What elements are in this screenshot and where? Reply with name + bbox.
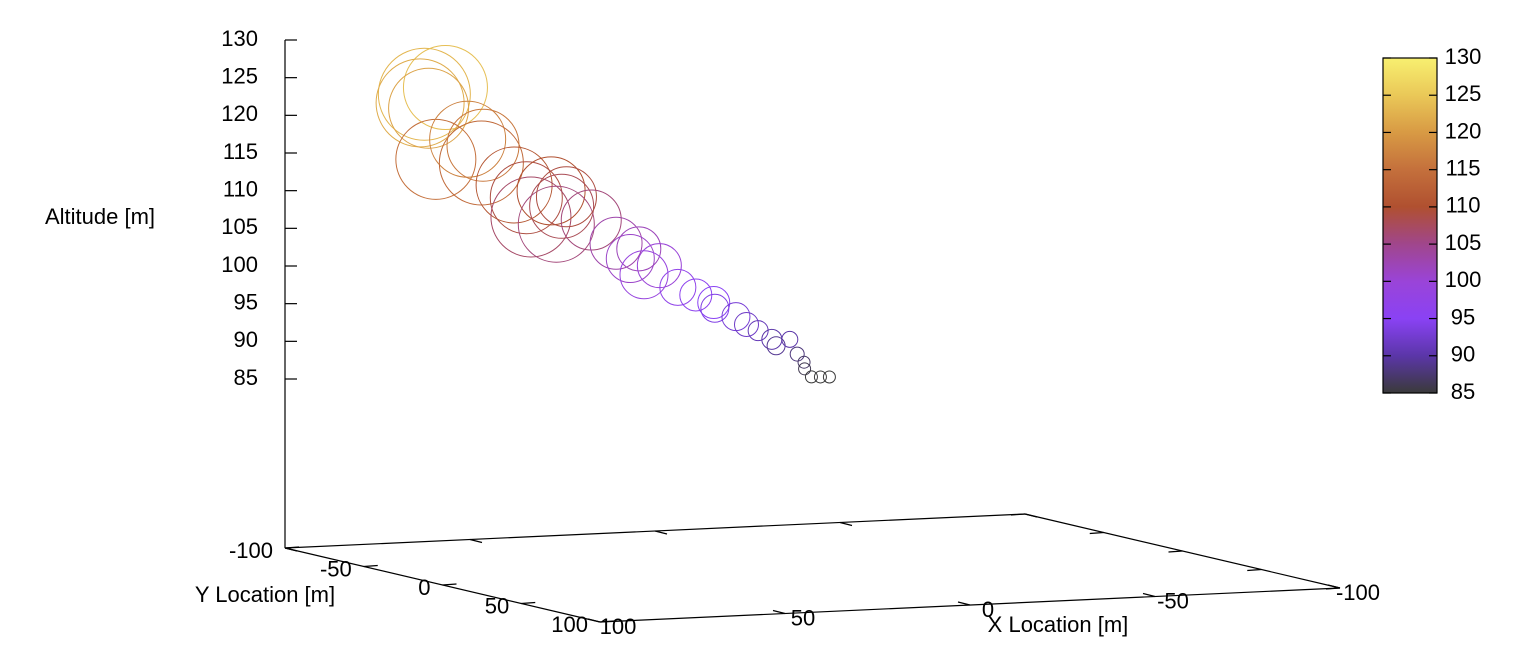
z-axis-label: Altitude [m]	[45, 204, 155, 229]
z-tick-label: 115	[223, 139, 258, 164]
point	[813, 370, 827, 384]
x-tick	[469, 538, 483, 544]
colorbar-tick-label: 85	[1451, 379, 1475, 404]
point	[535, 166, 597, 228]
x-tick-label: -100	[1336, 580, 1380, 605]
z-tick-label: 120	[221, 101, 258, 126]
point	[798, 362, 812, 376]
point	[475, 146, 553, 224]
point	[697, 286, 731, 320]
point	[616, 226, 662, 272]
colorbar-tick-label: 115	[1445, 155, 1480, 180]
x-tick-label: 50	[791, 605, 815, 630]
y-tick-label: 50	[485, 593, 509, 618]
point	[781, 330, 799, 348]
point	[375, 58, 465, 148]
y-axis-label: Y Location [m]	[195, 582, 335, 607]
point	[605, 234, 655, 284]
x-tick	[1024, 513, 1038, 518]
point	[659, 268, 697, 306]
point	[560, 189, 622, 251]
y-tick-label: -100	[229, 538, 273, 563]
z-tick-label: 90	[234, 327, 258, 352]
y-tick-label: 100	[551, 612, 588, 637]
point	[797, 355, 811, 369]
point	[766, 336, 786, 356]
x-tick	[654, 530, 668, 535]
point	[761, 328, 783, 350]
y-tick-label: 0	[418, 575, 430, 600]
x-tick	[839, 521, 853, 527]
point	[589, 216, 643, 270]
point	[619, 250, 669, 300]
point	[388, 67, 470, 149]
colorbar-tick-label: 120	[1445, 118, 1482, 143]
colorbar-tick-label: 95	[1451, 304, 1475, 329]
y-tick-label: -50	[320, 556, 352, 581]
z-tick-label: 105	[221, 214, 258, 239]
point	[700, 293, 730, 323]
y-tick	[284, 546, 300, 549]
point	[446, 108, 520, 182]
point	[490, 176, 572, 258]
x-tick	[957, 601, 971, 606]
colorbar-tick-label: 90	[1451, 342, 1475, 367]
x-tick-label: 100	[600, 614, 637, 639]
y-tick	[1010, 513, 1026, 516]
x-tick	[1327, 584, 1341, 589]
x-tick	[587, 618, 601, 623]
colorbar-tick-label: 130	[1445, 44, 1482, 69]
point	[822, 370, 836, 384]
point	[747, 320, 769, 342]
z-tick-label: 85	[234, 365, 258, 390]
z-tick-label: 110	[223, 176, 258, 201]
y-tick	[1089, 531, 1104, 535]
z-tick-label: 95	[234, 289, 258, 314]
y-tick	[521, 601, 536, 605]
point	[804, 370, 818, 384]
x-tick	[1142, 592, 1156, 598]
point	[529, 173, 595, 239]
y-tick	[1247, 568, 1262, 572]
x-tick-label: 0	[982, 597, 994, 622]
point	[517, 185, 595, 263]
z-tick-label: 100	[221, 252, 258, 277]
point	[734, 312, 759, 338]
z-tick-label: 125	[221, 63, 258, 88]
point	[377, 47, 471, 141]
y-tick	[363, 564, 378, 568]
point	[789, 346, 805, 362]
colorbar-tick-label: 105	[1445, 230, 1482, 255]
x-axis-label: X Location [m]	[988, 612, 1129, 637]
colorbar-tick-label: 110	[1445, 193, 1480, 218]
colorbar-tick-label: 125	[1445, 81, 1482, 106]
y-tick	[599, 620, 615, 623]
point	[636, 243, 682, 289]
point	[429, 100, 507, 178]
point	[489, 161, 563, 235]
x-tick-label: -50	[1157, 588, 1189, 613]
y-tick	[1325, 587, 1341, 590]
z-tick-label: 130	[221, 26, 258, 51]
colorbar-tick-label: 100	[1445, 267, 1482, 292]
point	[402, 45, 488, 131]
y-tick	[442, 583, 457, 586]
y-tick	[1168, 550, 1183, 553]
point	[395, 118, 477, 200]
colorbar	[1382, 57, 1438, 394]
x-tick	[284, 547, 298, 552]
x-tick	[772, 609, 786, 615]
